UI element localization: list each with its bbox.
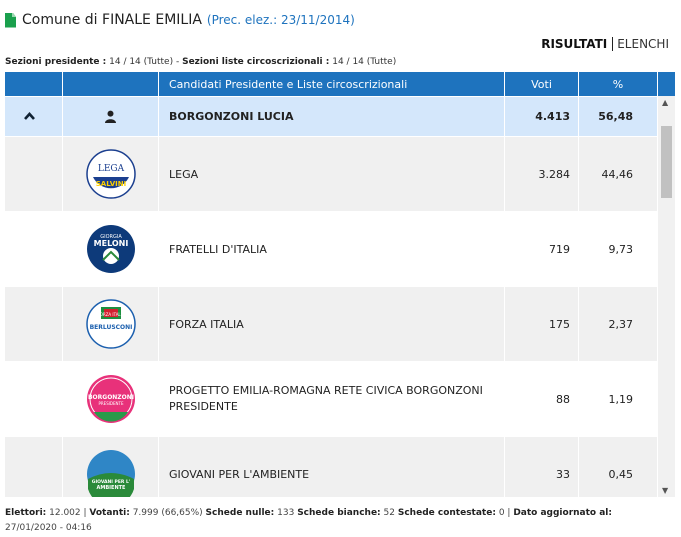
table-body: BORGONZONI LUCIA 4.413 56,48 LEGA SALVINI…: [5, 96, 675, 497]
svg-text:BERLUSCONI: BERLUSCONI: [89, 324, 132, 331]
sezioni-liste-value: 14 / 14 (Tutte): [332, 57, 397, 67]
votanti-value: 7.999 (66,65%): [132, 508, 203, 518]
list-name: LEGA: [159, 137, 505, 211]
summary-footer: Elettori: 12.002 | Votanti: 7.999 (66,65…: [5, 508, 612, 533]
comune-title: Comune di FINALE EMILIA: [22, 12, 202, 28]
contestate-label: Schede contestate:: [397, 508, 496, 518]
list-spacer: [5, 362, 63, 436]
votanti-label: Votanti:: [89, 508, 130, 518]
nulle-value: 133: [277, 508, 295, 518]
list-pct: 2,37: [579, 287, 658, 361]
contestate-value: 0: [498, 508, 505, 518]
nulle-label: Schede nulle:: [205, 508, 275, 518]
chevron-up-icon[interactable]: [23, 110, 36, 123]
header-cell-toggle: [5, 72, 63, 96]
scroll-up-icon[interactable]: ▲: [662, 98, 669, 107]
aggiornato-label: Dato aggiornato al:: [513, 508, 612, 518]
list-spacer: [5, 437, 63, 497]
list-pct: 44,46: [579, 137, 658, 211]
svg-text:SALVINI: SALVINI: [95, 180, 125, 188]
document-icon: [5, 12, 16, 28]
list-row: FORZA ITALIA BERLUSCONI FORZA ITALIA 175 …: [5, 286, 675, 361]
list-row: GIORGIA MELONI FRATELLI D'ITALIA 719 9,73: [5, 211, 675, 286]
tab-elenchi[interactable]: ELENCHI: [617, 37, 669, 51]
sezioni-presidente-label: Sezioni presidente :: [5, 57, 107, 67]
list-logo-cell: GIORGIA MELONI: [63, 212, 159, 286]
giovani-ambiente-logo-icon: GIOVANI PER L'AMBIENTE: [86, 450, 135, 497]
list-name: FRATELLI D'ITALIA: [159, 212, 505, 286]
svg-text:AMBIENTE: AMBIENTE: [96, 485, 126, 491]
results-table: Candidati Presidente e Liste circoscrizi…: [5, 72, 675, 497]
tab-risultati[interactable]: RISULTATI: [541, 37, 614, 51]
list-row: LEGA SALVINI LEGA 3.284 44,46: [5, 136, 675, 211]
list-spacer: [5, 137, 63, 211]
svg-text:GIOVANI PER L': GIOVANI PER L': [91, 479, 129, 485]
list-votes: 719: [505, 212, 579, 286]
sezioni-liste-label: Sezioni liste circoscrizionali :: [182, 57, 330, 67]
view-tabs: RISULTATI ELENCHI: [541, 37, 669, 51]
sezioni-info: Sezioni presidente : 14 / 14 (Tutte) - S…: [5, 57, 396, 67]
list-votes: 175: [505, 287, 579, 361]
candidate-votes: 4.413: [505, 97, 579, 136]
scroll-down-icon[interactable]: ▼: [662, 486, 669, 495]
collapse-cell[interactable]: [5, 97, 63, 136]
header-votes: Voti: [505, 72, 579, 96]
svg-text:FORZA ITALIA: FORZA ITALIA: [97, 312, 124, 317]
svg-text:MELONI: MELONI: [93, 239, 128, 248]
svg-text:BORGONZONI: BORGONZONI: [87, 394, 133, 401]
list-logo-cell: GIOVANI PER L' AMBIENTE: [63, 437, 159, 497]
list-pct: 9,73: [579, 212, 658, 286]
page-title: Comune di FINALE EMILIA (Prec. elez.: 23…: [5, 10, 355, 30]
bianche-value: 52: [383, 508, 395, 518]
person-icon: [105, 110, 116, 123]
lega-logo-icon: LEGA SALVINI: [85, 149, 136, 199]
list-name: PROGETTO EMILIA-ROMAGNA RETE CIVICA BORG…: [159, 362, 505, 436]
list-row: BORGONZONI PRESIDENTE PROGETTO EMILIA-ROM…: [5, 361, 675, 436]
list-pct: 1,19: [579, 362, 658, 436]
elettori-value: 12.002: [49, 508, 81, 518]
list-logo-cell: BORGONZONI PRESIDENTE: [63, 362, 159, 436]
svg-text:PRESIDENTE: PRESIDENTE: [98, 401, 123, 406]
table-header: Candidati Presidente e Liste circoscrizi…: [5, 72, 675, 96]
header-candidates: Candidati Presidente e Liste circoscrizi…: [159, 72, 505, 96]
candidate-pct: 56,48: [579, 97, 658, 136]
candidate-row[interactable]: BORGONZONI LUCIA 4.413 56,48: [5, 96, 675, 136]
forza-italia-logo-icon: FORZA ITALIA BERLUSCONI: [85, 299, 136, 349]
aggiornato-value: 27/01/2020 - 04:16: [5, 523, 92, 533]
list-row: GIOVANI PER L' AMBIENTE GIOVANI PER L'AMB…: [5, 436, 675, 497]
list-name: FORZA ITALIA: [159, 287, 505, 361]
header-cell-logo: [63, 72, 159, 96]
svg-text:GIORGIA: GIORGIA: [100, 234, 122, 240]
vertical-scrollbar[interactable]: ▲ ▼: [658, 96, 675, 497]
candidate-name: BORGONZONI LUCIA: [159, 97, 505, 136]
sezioni-separator: -: [173, 57, 183, 67]
elettori-label: Elettori:: [5, 508, 47, 518]
scrollbar-thumb[interactable]: [661, 126, 672, 198]
header-pct: %: [579, 72, 658, 96]
bianche-label: Schede bianche:: [297, 508, 381, 518]
previous-election-link[interactable]: (Prec. elez.: 23/11/2014): [206, 13, 355, 27]
list-pct: 0,45: [579, 437, 658, 497]
list-logo-cell: LEGA SALVINI: [63, 137, 159, 211]
list-spacer: [5, 287, 63, 361]
sezioni-presidente-value: 14 / 14 (Tutte): [109, 57, 174, 67]
list-name: GIOVANI PER L'AMBIENTE: [159, 437, 505, 497]
svg-text:LEGA: LEGA: [97, 164, 124, 174]
candidate-avatar-cell: [63, 97, 159, 136]
list-spacer: [5, 212, 63, 286]
list-logo-cell: FORZA ITALIA BERLUSCONI: [63, 287, 159, 361]
list-votes: 3.284: [505, 137, 579, 211]
list-votes: 33: [505, 437, 579, 497]
list-votes: 88: [505, 362, 579, 436]
